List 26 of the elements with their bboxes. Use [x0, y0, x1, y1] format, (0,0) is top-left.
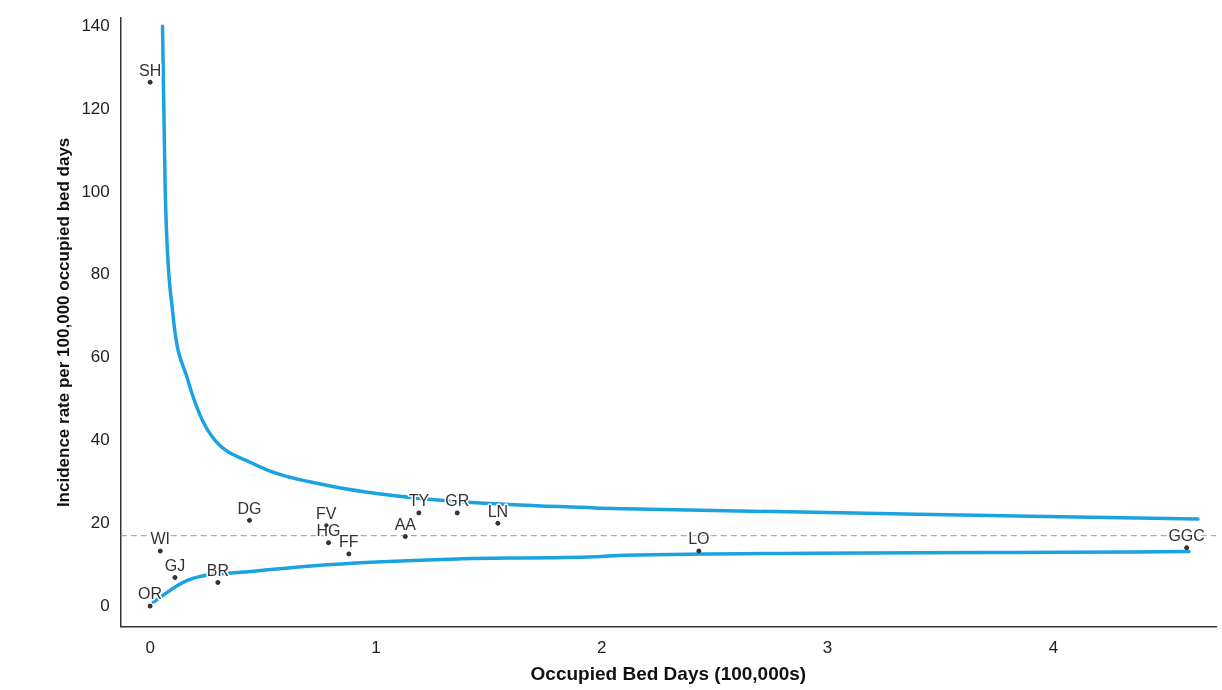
data-label: FV [316, 504, 337, 522]
y-tick-label: 140 [81, 15, 110, 35]
data-label: LO [688, 530, 710, 548]
y-tick-label: 0 [100, 595, 110, 615]
x-tick-label: 0 [145, 637, 155, 657]
x-tick-label: 1 [371, 637, 381, 657]
x-axis-title: Occupied Bed Days (100,000s) [530, 662, 807, 684]
data-label: LN [487, 502, 509, 520]
data-label: WI [150, 530, 171, 548]
data-label: DG [237, 499, 262, 517]
data-label: SH [139, 61, 162, 79]
x-tick-label: 2 [597, 637, 607, 657]
x-tick-label: 4 [1048, 637, 1059, 657]
y-tick-label: 80 [90, 264, 110, 284]
data-label: AA [394, 515, 417, 533]
y-tick-label: 120 [81, 98, 110, 118]
y-axis-title: Incidence rate per 100,000 occupied bed days [53, 137, 73, 508]
y-tick-label: 100 [81, 181, 110, 201]
y-tick-label: 60 [90, 347, 110, 367]
data-label: GJ [164, 556, 186, 574]
y-tick-label: 40 [90, 430, 110, 450]
data-label: GGC [1168, 527, 1205, 545]
data-label: FF [339, 533, 359, 551]
y-tick-label: 20 [90, 512, 110, 532]
x-tick-label: 3 [822, 637, 833, 657]
data-label: OR [138, 585, 163, 603]
